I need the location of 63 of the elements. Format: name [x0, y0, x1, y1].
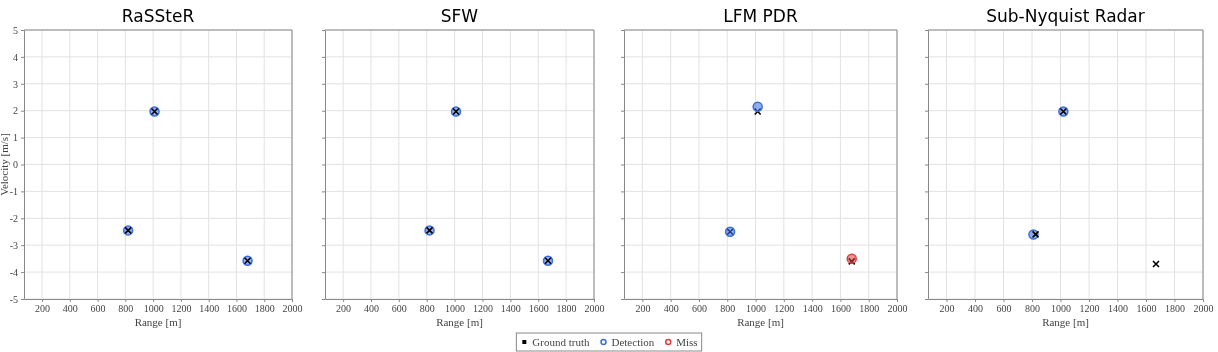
x-tick-label: 1600 — [226, 303, 247, 315]
x-tick-label: 1000 — [1051, 303, 1072, 315]
legend-label: Detection — [611, 336, 655, 348]
x-tick-label: 400 — [968, 303, 984, 315]
x-tick-label: 1400 — [1108, 303, 1129, 315]
x-tick-label: 600 — [691, 303, 707, 315]
y-tick-label: 4 — [13, 51, 18, 63]
x-tick-label: 200 — [635, 303, 651, 315]
x-tick-label: 1400 — [199, 303, 220, 315]
legend-label: Ground truth — [532, 336, 590, 348]
x-tick-label: 800 — [118, 303, 134, 315]
x-tick-label: 1600 — [830, 303, 851, 315]
x-tick-label: 1800 — [254, 303, 275, 315]
x-tick-label: 800 — [419, 303, 435, 315]
y-axis-title: Velocity [m/s] — [0, 133, 10, 196]
legend-label: Miss — [676, 336, 698, 348]
chart-title: RaSSteR — [121, 6, 195, 26]
x-tick-label: 200 — [336, 303, 352, 315]
y-tick-label: -3 — [9, 239, 18, 251]
x-tick-label: 1000 — [445, 303, 466, 315]
x-tick-label: 2000 — [282, 303, 303, 315]
x-tick-label: 2000 — [1193, 303, 1214, 315]
x-tick-label: 1800 — [1165, 303, 1185, 315]
x-tick-label: 2000 — [584, 303, 605, 315]
y-tick-label: -5 — [9, 293, 18, 305]
y-tick-label: 2 — [13, 105, 18, 117]
x-axis-title: Range [m] — [1042, 316, 1089, 328]
x-tick-label: 800 — [720, 303, 736, 315]
x-tick-label: 1600 — [1136, 303, 1157, 315]
y-tick-label: 3 — [13, 78, 18, 90]
x-tick-label: 400 — [363, 303, 379, 315]
chart-title: Sub-Nyquist Radar — [986, 6, 1145, 26]
x-tick-label: 200 — [35, 303, 51, 315]
y-tick-label: 1 — [13, 132, 18, 144]
chart-title: SFW — [440, 6, 479, 26]
y-tick-label: -4 — [9, 266, 18, 278]
x-tick-label: 1200 — [473, 303, 493, 315]
x-tick-label: 400 — [62, 303, 78, 315]
x-tick-label: 1600 — [528, 303, 549, 315]
x-tick-label: 1800 — [556, 303, 577, 315]
x-axis-title: Range [m] — [436, 316, 483, 328]
x-tick-label: 1200 — [1079, 303, 1100, 315]
x-tick-label: 1400 — [500, 303, 521, 315]
chart-title: LFM PDR — [723, 6, 798, 26]
x-tick-label: 1000 — [746, 303, 767, 315]
y-tick-label: -2 — [9, 213, 18, 224]
y-tick-label: 0 — [13, 159, 18, 171]
x-tick-label: 800 — [1025, 303, 1041, 315]
x-tick-label: 2000 — [887, 303, 908, 315]
y-tick-label: 5 — [13, 24, 18, 36]
x-tick-label: 1800 — [859, 303, 880, 315]
x-tick-label: 1000 — [143, 303, 164, 315]
x-tick-label: 1200 — [171, 303, 192, 315]
x-tick-label: 1200 — [774, 303, 795, 315]
x-tick-label: 600 — [391, 303, 407, 315]
x-tick-label: 600 — [996, 303, 1012, 315]
y-tick-label: -1 — [9, 186, 18, 198]
x-tick-label: 600 — [90, 303, 106, 315]
x-tick-label: 400 — [663, 303, 679, 315]
x-tick-label: 1400 — [802, 303, 823, 315]
x-axis-title: Range [m] — [134, 316, 182, 328]
x-axis-title: Range [m] — [737, 316, 784, 328]
x-tick-label: 200 — [939, 303, 955, 315]
